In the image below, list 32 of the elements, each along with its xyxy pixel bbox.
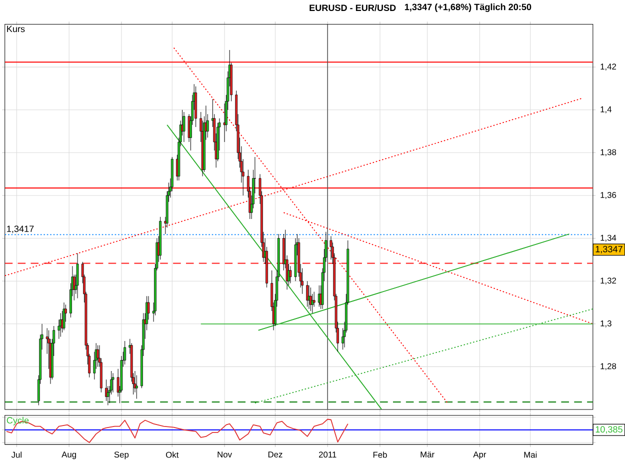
chart-subtitle: 1,3347 (+1,68%) Täglich 20:50 (404, 4, 532, 12)
candlestick (301, 268, 304, 294)
candlestick (112, 373, 114, 393)
y-tick-label: 1,38 (600, 149, 616, 156)
x-tick-label: Okt (166, 452, 179, 458)
candlestick (182, 112, 186, 142)
x-tick-label: Mai (524, 452, 537, 458)
y-tick-label: 1,28 (600, 363, 616, 370)
y-tick-label: 1,42 (600, 64, 616, 71)
x-tick-label: Feb (373, 452, 387, 458)
candlestick (135, 375, 138, 400)
candlestick (306, 281, 309, 308)
x-tick-label: Dez (268, 452, 282, 458)
y-tick-label: 1,36 (600, 192, 616, 200)
candlestick (76, 253, 79, 299)
x-tick-label: Aug (62, 452, 76, 460)
x-tick-label: Jul (11, 452, 22, 458)
y-tick-label: 1,4 (600, 106, 612, 114)
y-tick-label: 1,32 (600, 278, 616, 285)
x-tick-label: Nov (218, 452, 232, 458)
x-tick-label: Mär (420, 452, 434, 458)
x-tick-label: Sep (114, 452, 129, 460)
chart-title: EURUSD - EUR/USD (310, 4, 396, 12)
annotation: 1,3347 (596, 246, 622, 254)
x-tick-label: Apr (473, 452, 486, 460)
y-tick-label: 1,3 (600, 320, 612, 328)
y-axis-title: Cycle (6, 417, 29, 426)
x-tick-label: 2011 (318, 452, 336, 458)
y-tick-label: 1,34 (600, 235, 616, 242)
text: 10,385 (596, 426, 622, 434)
ref-line-label: 1,3417 (7, 226, 34, 234)
y-axis-title: Kurs (7, 26, 25, 32)
